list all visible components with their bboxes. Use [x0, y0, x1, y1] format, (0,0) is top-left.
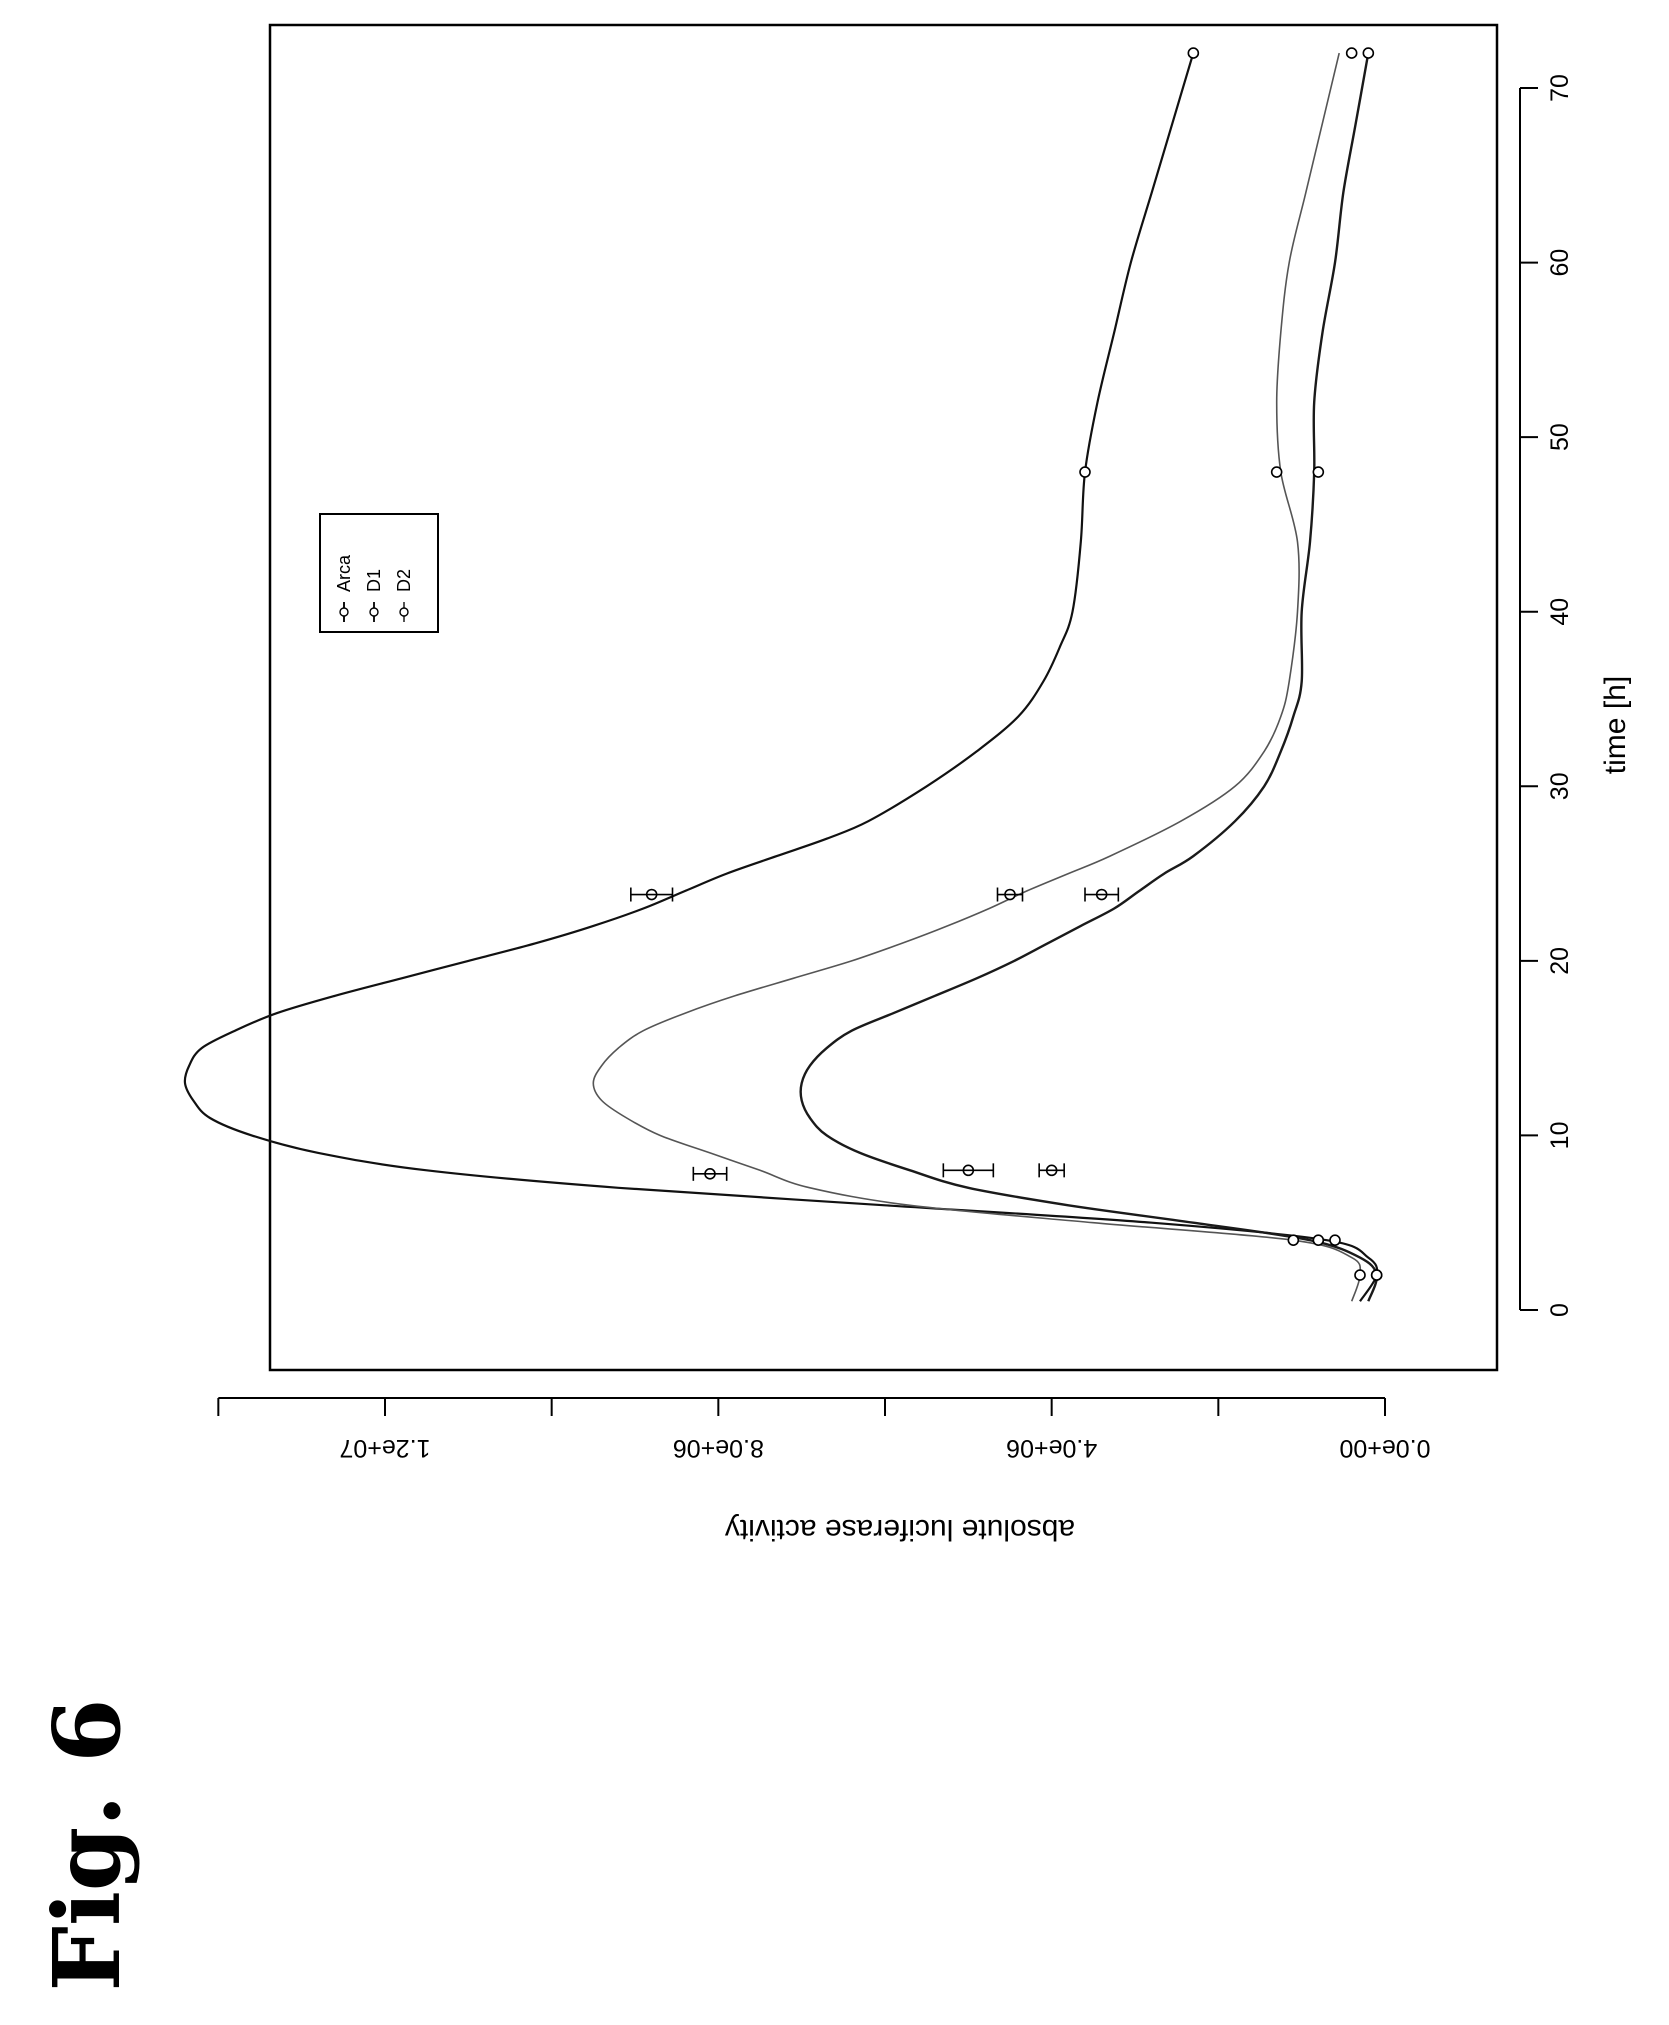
x-tick-label: 70	[1546, 74, 1574, 102]
data-point-arca	[1187, 47, 1200, 59]
error-bar-d2	[942, 1163, 995, 1178]
x-tick-label: 10	[1546, 1122, 1574, 1150]
error-bar-d1	[1038, 1163, 1065, 1178]
y-tick-label: 4.0e+06	[1006, 1434, 1097, 1462]
legend-swatch-marker	[369, 607, 379, 617]
series-line-d2	[592, 52, 1362, 1302]
y-tick-label: 0.0e+00	[1339, 1434, 1430, 1462]
legend-label: Arca	[334, 554, 354, 592]
data-point-d2	[1354, 1269, 1366, 1281]
data-point-d1	[1312, 466, 1325, 478]
series-markers	[630, 47, 1383, 1281]
x-axis: 0 10 20 30 40 50 60 70	[1519, 74, 1574, 1317]
data-point-arca	[1329, 1234, 1341, 1246]
x-axis-title: time [h]	[1599, 676, 1632, 774]
legend: Arca D1 D2	[319, 513, 439, 633]
x-tick-label: 0	[1546, 1303, 1574, 1317]
plot-frame	[268, 23, 1499, 1372]
x-tick-label: 60	[1546, 249, 1574, 277]
data-point-d1	[1370, 1269, 1383, 1281]
data-point-arca	[1079, 466, 1091, 478]
series-line-d1	[799, 52, 1378, 1302]
x-tick-label: 30	[1546, 772, 1574, 800]
y-axis: 0.0e+00 4.0e+06 8.0e+06 1.2e+07	[217, 1397, 1431, 1462]
error-bar-d1	[1084, 887, 1120, 902]
data-point-d2	[1287, 1234, 1300, 1246]
legend-swatch-marker	[399, 607, 409, 617]
data-point-d2	[1345, 47, 1358, 59]
legend-label: D1	[364, 569, 384, 592]
legend-label: D2	[394, 569, 414, 592]
legend-swatch-marker	[339, 607, 349, 617]
x-tick-label: 40	[1546, 598, 1574, 626]
data-point-d1	[1362, 47, 1375, 59]
error-bar-d2	[996, 887, 1024, 902]
y-tick-label: 8.0e+06	[673, 1434, 764, 1462]
series-curves	[183, 52, 1379, 1302]
y-tick-label: 1.2e+07	[339, 1434, 430, 1462]
data-point-d1	[1312, 1234, 1325, 1246]
x-tick-label: 20	[1546, 947, 1574, 975]
plot-area	[183, 23, 1499, 1372]
error-bar-arca	[630, 887, 674, 902]
error-bar-arca	[692, 1166, 728, 1181]
series-line-arca	[183, 52, 1379, 1302]
y-axis-title: absolute luciferase activity	[725, 1513, 1075, 1546]
legend-box	[319, 513, 439, 633]
x-tick-label: 50	[1546, 423, 1574, 451]
data-point-d2	[1270, 466, 1283, 478]
